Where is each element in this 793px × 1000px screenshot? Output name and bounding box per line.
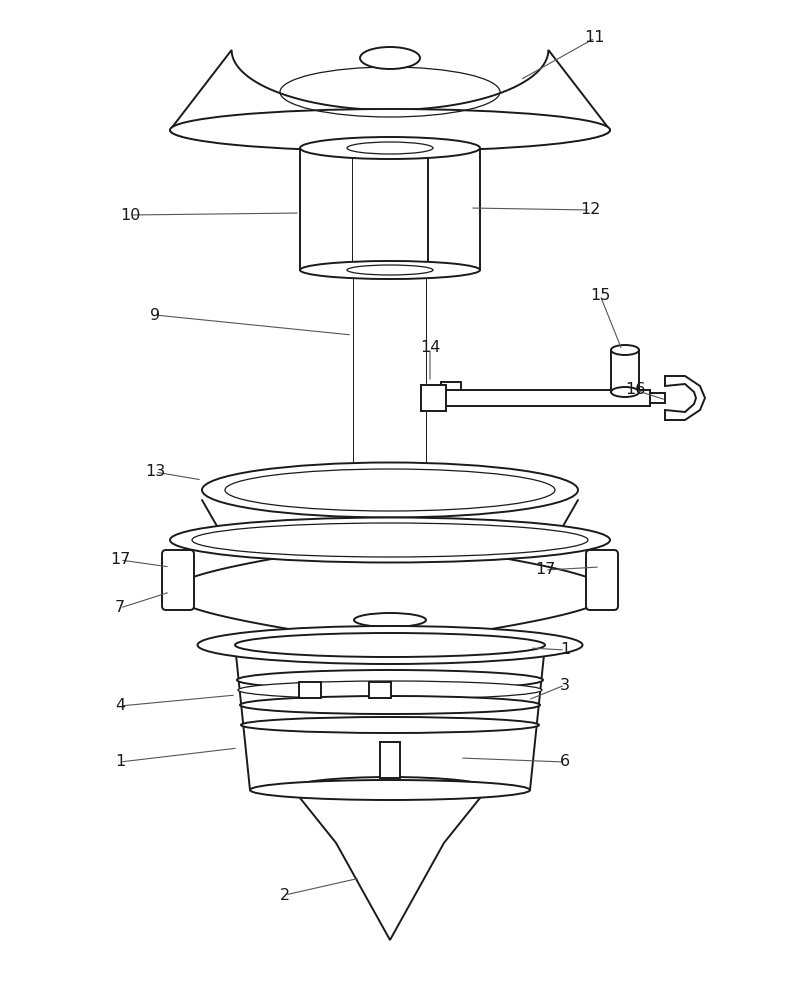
Text: 3: 3 [560,678,570,692]
Ellipse shape [347,142,433,154]
Text: 4: 4 [115,698,125,714]
Bar [299,682,321,698]
Bar [301,148,352,270]
Text: 12: 12 [580,202,600,218]
Text: 7: 7 [115,600,125,615]
Ellipse shape [292,777,488,799]
Ellipse shape [240,696,540,714]
Ellipse shape [347,265,433,275]
Text: 16: 16 [625,382,646,397]
Bar [611,350,639,392]
Text: 9: 9 [150,308,160,322]
Text: 10: 10 [120,208,140,223]
Bar [441,390,650,406]
Ellipse shape [300,261,480,279]
Ellipse shape [611,345,639,355]
Ellipse shape [250,780,530,800]
Ellipse shape [310,528,470,552]
Text: 17: 17 [534,562,555,578]
Ellipse shape [354,613,426,627]
Text: 1: 1 [560,643,570,658]
FancyBboxPatch shape [162,550,194,610]
Text: 2: 2 [280,888,290,902]
Ellipse shape [360,47,420,69]
Text: 15: 15 [590,288,610,302]
Bar [421,385,446,411]
Ellipse shape [225,520,555,560]
Bar [650,393,665,403]
Text: 17: 17 [109,552,130,568]
Bar [369,682,391,698]
Bar [380,742,400,778]
Ellipse shape [238,681,542,699]
Text: 11: 11 [584,30,605,45]
Ellipse shape [241,717,539,733]
Polygon shape [170,50,610,150]
Ellipse shape [235,633,545,657]
Polygon shape [665,376,705,420]
Ellipse shape [300,137,480,159]
Ellipse shape [611,387,639,397]
Text: 14: 14 [419,340,440,356]
Text: 1: 1 [115,754,125,770]
Text: 13: 13 [145,464,165,480]
Ellipse shape [170,109,610,151]
Bar [429,148,479,270]
Ellipse shape [237,670,543,690]
FancyBboxPatch shape [586,550,618,610]
Ellipse shape [170,518,610,562]
Bar [354,270,426,620]
Text: 6: 6 [560,754,570,770]
Polygon shape [292,788,488,940]
Ellipse shape [197,626,583,664]
Ellipse shape [202,462,578,518]
Polygon shape [170,540,610,645]
